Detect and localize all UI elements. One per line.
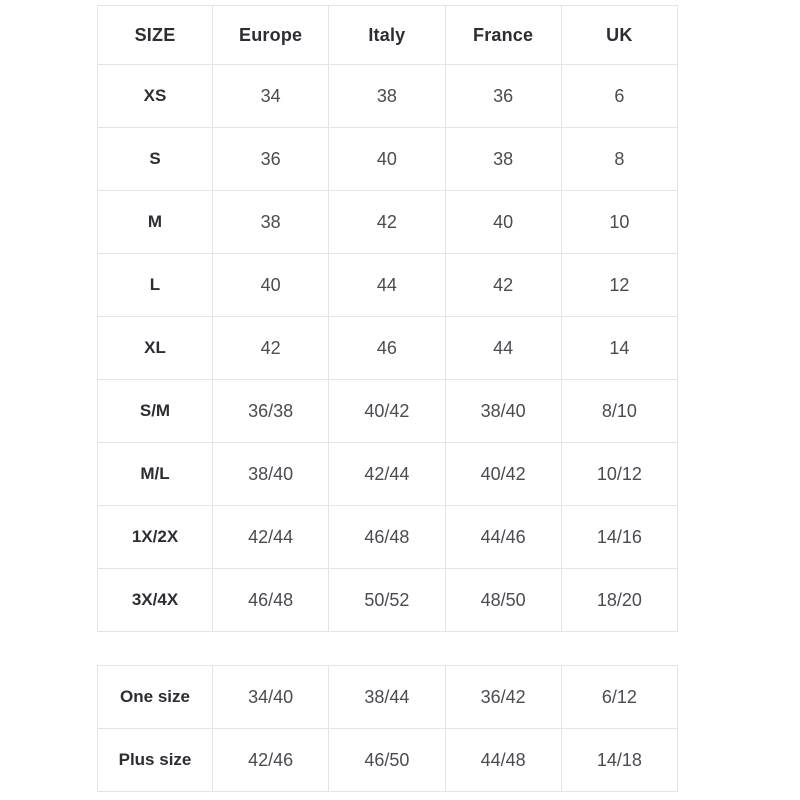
cell-m-l-europe: 38/40 xyxy=(211,442,330,506)
row-label-s-m: S/M xyxy=(97,379,213,443)
table-row-xs: XS 34 38 36 6 xyxy=(97,64,679,128)
row-label-plus-size: Plus size xyxy=(97,728,213,792)
cell-s-france: 38 xyxy=(444,127,562,191)
column-header-size: SIZE xyxy=(97,5,213,65)
cell-s-m-uk: 8/10 xyxy=(560,379,679,443)
size-table-body: XS 34 38 36 6 S 36 40 38 8 M 38 42 40 10 L 40 44 42 12 XL 42 4… xyxy=(97,64,679,632)
cell-s-europe: 36 xyxy=(211,127,330,191)
size-conversion-table: SIZE Europe Italy France UK XS 34 38 36 6 S 36 40 38… xyxy=(97,5,679,632)
cell-3x-4x-france: 48/50 xyxy=(444,568,562,632)
cell-s-m-italy: 40/42 xyxy=(328,379,446,443)
cell-m-france: 40 xyxy=(444,190,562,254)
special-size-table: One size 34/40 38/44 36/42 6/12 Plus size 42/4… xyxy=(97,665,679,792)
cell-xl-france: 44 xyxy=(444,316,562,380)
table-row-s-m: S/M 36/38 40/42 38/40 8/10 xyxy=(97,379,679,443)
size-table-head: SIZE Europe Italy France UK xyxy=(97,5,679,65)
column-header-france: France xyxy=(444,5,562,65)
column-header-uk: UK xyxy=(560,5,679,65)
header-row: SIZE Europe Italy France UK xyxy=(97,5,679,65)
column-header-europe: Europe xyxy=(211,5,330,65)
cell-3x-4x-europe: 46/48 xyxy=(211,568,330,632)
cell-m-l-france: 40/42 xyxy=(444,442,562,506)
column-header-italy: Italy xyxy=(328,5,446,65)
table-row-m-l: M/L 38/40 42/44 40/42 10/12 xyxy=(97,442,679,506)
row-label-3x-4x: 3X/4X xyxy=(97,568,213,632)
size-conversion-area: SIZE Europe Italy France UK XS 34 38 36 6 S 36 40 38… xyxy=(97,5,679,792)
row-label-m-l: M/L xyxy=(97,442,213,506)
cell-s-italy: 40 xyxy=(328,127,446,191)
cell-s-m-france: 38/40 xyxy=(444,379,562,443)
cell-m-l-italy: 42/44 xyxy=(328,442,446,506)
row-label-xl: XL xyxy=(97,316,213,380)
cell-one-size-france: 36/42 xyxy=(444,665,562,729)
cell-1x-2x-france: 44/46 xyxy=(444,505,562,569)
cell-l-europe: 40 xyxy=(211,253,330,317)
cell-plus-size-italy: 46/50 xyxy=(328,728,446,792)
cell-plus-size-france: 44/48 xyxy=(444,728,562,792)
table-row-1x-2x: 1X/2X 42/44 46/48 44/46 14/16 xyxy=(97,505,679,569)
table-row-plus-size: Plus size 42/46 46/50 44/48 14/18 xyxy=(97,728,679,792)
cell-1x-2x-uk: 14/16 xyxy=(560,505,679,569)
cell-one-size-europe: 34/40 xyxy=(211,665,330,729)
cell-m-europe: 38 xyxy=(211,190,330,254)
cell-xs-italy: 38 xyxy=(328,64,446,128)
cell-xs-uk: 6 xyxy=(560,64,679,128)
table-row-l: L 40 44 42 12 xyxy=(97,253,679,317)
cell-m-l-uk: 10/12 xyxy=(560,442,679,506)
cell-plus-size-europe: 42/46 xyxy=(211,728,330,792)
row-label-one-size: One size xyxy=(97,665,213,729)
row-label-l: L xyxy=(97,253,213,317)
cell-m-uk: 10 xyxy=(560,190,679,254)
table-row-s: S 36 40 38 8 xyxy=(97,127,679,191)
cell-one-size-italy: 38/44 xyxy=(328,665,446,729)
cell-xs-france: 36 xyxy=(444,64,562,128)
cell-l-uk: 12 xyxy=(560,253,679,317)
cell-xs-europe: 34 xyxy=(211,64,330,128)
special-size-table-body: One size 34/40 38/44 36/42 6/12 Plus size 42/4… xyxy=(97,665,679,792)
cell-1x-2x-europe: 42/44 xyxy=(211,505,330,569)
cell-3x-4x-italy: 50/52 xyxy=(328,568,446,632)
cell-s-m-europe: 36/38 xyxy=(211,379,330,443)
table-row-xl: XL 42 46 44 14 xyxy=(97,316,679,380)
cell-one-size-uk: 6/12 xyxy=(560,665,679,729)
row-label-s: S xyxy=(97,127,213,191)
table-row-3x-4x: 3X/4X 46/48 50/52 48/50 18/20 xyxy=(97,568,679,632)
cell-xl-uk: 14 xyxy=(560,316,679,380)
table-row-one-size: One size 34/40 38/44 36/42 6/12 xyxy=(97,665,679,729)
cell-3x-4x-uk: 18/20 xyxy=(560,568,679,632)
cell-xl-europe: 42 xyxy=(211,316,330,380)
cell-l-france: 42 xyxy=(444,253,562,317)
cell-m-italy: 42 xyxy=(328,190,446,254)
table-row-m: M 38 42 40 10 xyxy=(97,190,679,254)
row-label-1x-2x: 1X/2X xyxy=(97,505,213,569)
cell-1x-2x-italy: 46/48 xyxy=(328,505,446,569)
row-label-xs: XS xyxy=(97,64,213,128)
cell-plus-size-uk: 14/18 xyxy=(560,728,679,792)
cell-s-uk: 8 xyxy=(560,127,679,191)
cell-l-italy: 44 xyxy=(328,253,446,317)
cell-xl-italy: 46 xyxy=(328,316,446,380)
row-label-m: M xyxy=(97,190,213,254)
